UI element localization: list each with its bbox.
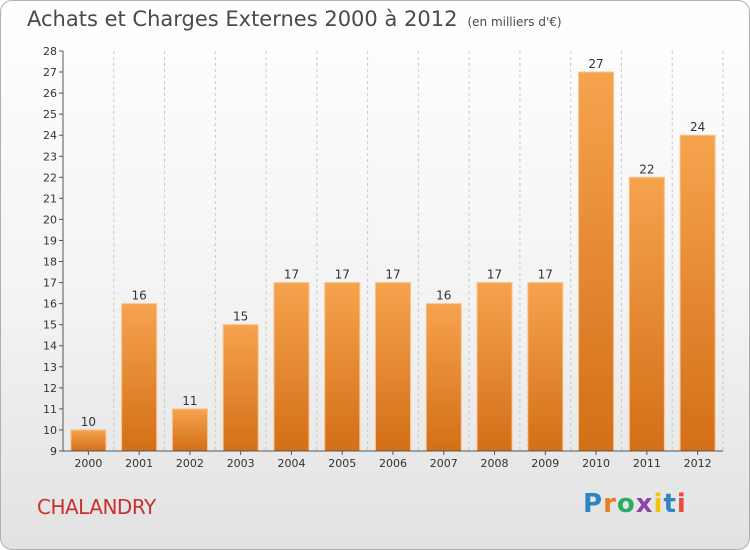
x-tick-label: 2008 <box>481 457 509 470</box>
bar-2000 <box>70 429 107 452</box>
bar-value-label: 17 <box>335 268 350 282</box>
x-tick-label: 2000 <box>74 457 102 470</box>
x-tick-label: 2012 <box>684 457 712 470</box>
y-tick-label: 14 <box>43 340 57 353</box>
y-tick-label: 11 <box>43 403 57 416</box>
logo-letter: r <box>603 489 617 519</box>
y-tick-label: 27 <box>43 66 57 79</box>
logo-letter: P <box>583 489 604 519</box>
bar-value-label: 11 <box>182 394 197 408</box>
bar-value-label: 16 <box>436 289 451 303</box>
x-tick-label: 2007 <box>430 457 458 470</box>
bar-value-label: 22 <box>639 162 654 176</box>
y-tick-label: 16 <box>43 298 57 311</box>
bar-value-label: 10 <box>81 415 96 429</box>
bars <box>70 71 716 452</box>
bar-value-label: 17 <box>487 268 502 282</box>
y-tick-label: 28 <box>43 45 57 58</box>
logo-letter: t <box>663 489 677 519</box>
unit-note: (en milliers d'€) <box>467 15 562 29</box>
y-tick-label: 20 <box>43 213 57 226</box>
title-text: Achats et Charges Externes 2000 à 2012 <box>27 7 458 31</box>
y-tick-label: 13 <box>43 361 57 374</box>
y-tick-label: 24 <box>43 129 57 142</box>
bar-2008 <box>476 282 513 452</box>
bar-2006 <box>375 282 411 452</box>
bar-value-label: 16 <box>132 289 147 303</box>
logo-letter: i <box>653 489 664 519</box>
y-tick-label: 21 <box>43 192 57 205</box>
commune-name: CHALANDRY <box>37 495 156 519</box>
axes <box>59 50 723 455</box>
x-tick-label: 2006 <box>379 457 407 470</box>
bar-2010 <box>578 71 615 452</box>
bar-2011 <box>628 176 665 452</box>
bar-value-label: 17 <box>284 268 299 282</box>
x-tick-label: 2005 <box>328 457 356 470</box>
y-tick-label: 19 <box>43 234 57 247</box>
bar-2001 <box>121 303 158 452</box>
bar-value-label: 17 <box>538 268 553 282</box>
bar-2009 <box>527 282 564 452</box>
bar-2007 <box>425 303 462 452</box>
y-tick-label: 23 <box>43 150 57 163</box>
bar-value-label: 15 <box>233 310 248 324</box>
bar-2002 <box>171 408 208 452</box>
logo-letter: i <box>676 489 687 519</box>
x-tick-label: 2001 <box>125 457 153 470</box>
y-tick-label: 25 <box>43 108 57 121</box>
x-tick-label: 2003 <box>227 457 255 470</box>
logo-letter: x <box>635 489 654 519</box>
bar-2012 <box>679 134 716 452</box>
x-tick-label: 2009 <box>531 457 559 470</box>
y-tick-label: 15 <box>43 319 57 332</box>
y-tick-label: 9 <box>50 445 57 458</box>
bar-2004 <box>273 282 310 452</box>
x-tick-label: 2004 <box>277 457 305 470</box>
bar-value-label: 24 <box>690 120 705 134</box>
proxiti-logo: Proxiti <box>583 489 687 519</box>
x-tick-label: 2010 <box>582 457 610 470</box>
labels: 9 10 11 12 13 14 15 16 17 18 19 20 21 22 23 24 25 26 27 28 1… <box>43 45 712 470</box>
chart-title: Achats et Charges Externes 2000 à 2012 (e… <box>27 7 562 31</box>
bar-2003 <box>222 324 259 452</box>
x-tick-label: 2011 <box>633 457 661 470</box>
y-tick-label: 18 <box>43 256 57 269</box>
logo-letter: o <box>616 489 636 519</box>
x-tick-label: 2002 <box>176 457 204 470</box>
y-tick-label: 12 <box>43 382 57 395</box>
y-tick-label: 10 <box>43 424 57 437</box>
y-tick-label: 22 <box>43 171 57 184</box>
bar-value-label: 17 <box>385 268 400 282</box>
y-tick-label: 26 <box>43 87 57 100</box>
bar-2005 <box>324 282 361 452</box>
y-tick-label: 17 <box>43 277 57 290</box>
bar-value-label: 27 <box>588 57 603 71</box>
